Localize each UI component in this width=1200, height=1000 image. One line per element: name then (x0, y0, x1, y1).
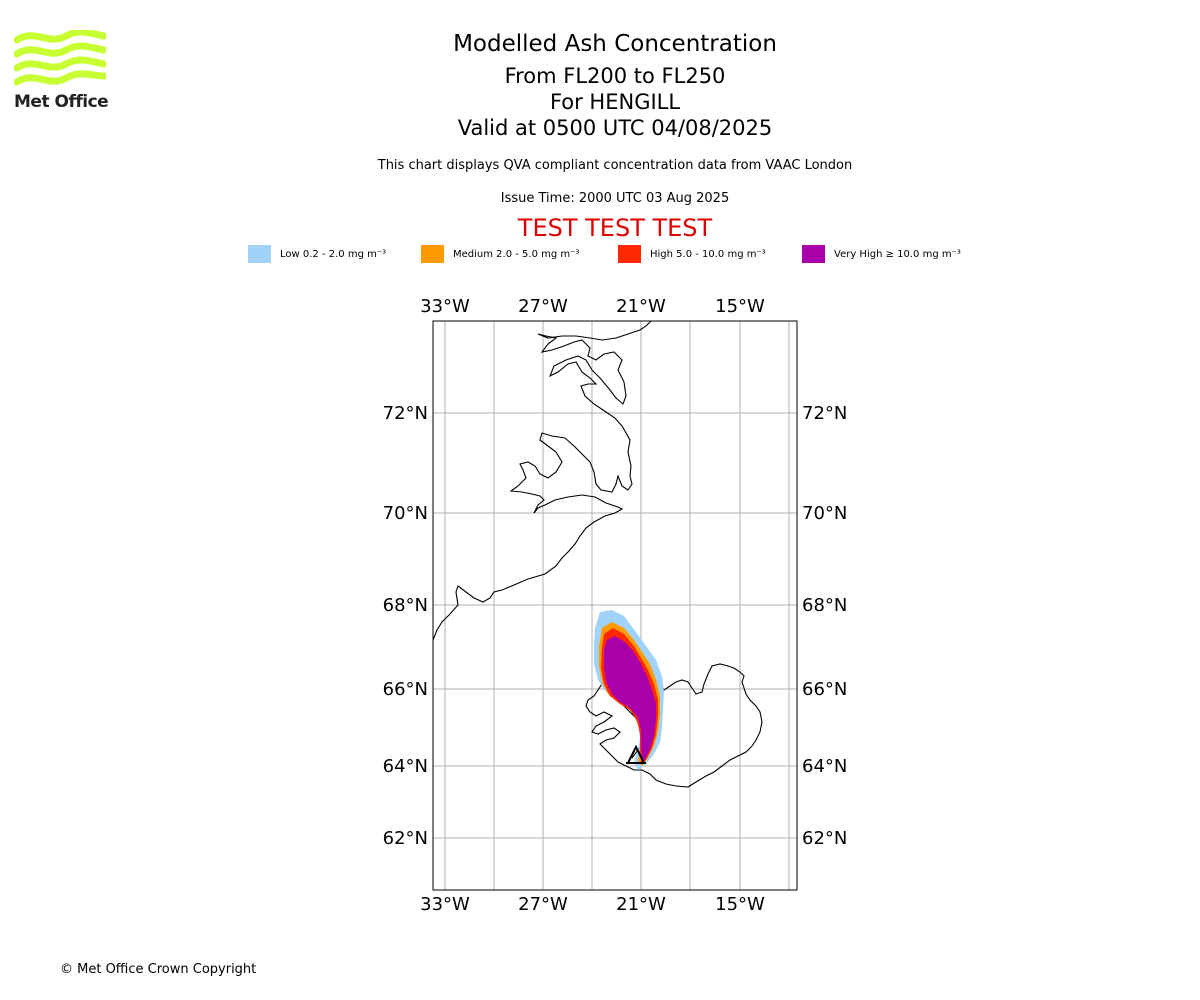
lon-label-top-27w: 27°W (518, 296, 568, 317)
lon-label-top-21w: 21°W (616, 296, 666, 317)
lat-label-right-62n: 62°N (802, 828, 847, 849)
legend-label-low: Low 0.2 - 2.0 mg m⁻³ (280, 248, 387, 260)
lat-label-left-66n: 66°N (383, 679, 428, 700)
legend-swatch-very-high (802, 245, 825, 263)
met-office-waves-icon (13, 28, 108, 86)
met-office-logo: Met Office (13, 28, 114, 112)
flight-levels: From FL200 to FL250 (504, 64, 726, 88)
lat-label-right-64n: 64°N (802, 756, 847, 777)
lat-label-left-62n: 62°N (383, 828, 428, 849)
legend-item-high: High 5.0 - 10.0 mg m⁻³ (618, 244, 766, 264)
legend-label-medium: Medium 2.0 - 5.0 mg m⁻³ (453, 248, 580, 260)
valid-time: Valid at 0500 UTC 04/08/2025 (457, 116, 773, 140)
legend-item-very-high: Very High ≥ 10.0 mg m⁻³ (802, 244, 961, 264)
greenland-coastline (432, 320, 652, 641)
volcano-triangle-icon (626, 744, 646, 764)
ash-plume (594, 610, 664, 770)
copyright-text: © Met Office Crown Copyright (60, 962, 257, 977)
test-banner: TEST TEST TEST (517, 214, 713, 242)
legend-swatch-medium (421, 245, 444, 263)
lon-label-bottom-15w: 15°W (715, 894, 765, 915)
lat-label-right-70n: 70°N (802, 503, 847, 524)
chart-title: Modelled Ash Concentration (453, 31, 777, 57)
lat-label-left-70n: 70°N (383, 503, 428, 524)
volcano-name: For HENGILL (549, 90, 681, 114)
issue-time: Issue Time: 2000 UTC 03 Aug 2025 (500, 191, 730, 206)
lat-label-left-72n: 72°N (383, 403, 428, 424)
legend-item-low: Low 0.2 - 2.0 mg m⁻³ (248, 244, 386, 264)
ash-zone-very-high (604, 636, 656, 760)
lat-label-right-68n: 68°N (802, 595, 847, 616)
map-gridlines (433, 321, 797, 890)
lon-label-bottom-33w: 33°W (420, 894, 470, 915)
lon-label-bottom-21w: 21°W (616, 894, 666, 915)
lon-label-bottom-27w: 27°W (518, 894, 568, 915)
lat-label-right-66n: 66°N (802, 679, 847, 700)
legend-label-high: High 5.0 - 10.0 mg m⁻³ (650, 248, 766, 260)
legend-label-very-high: Very High ≥ 10.0 mg m⁻³ (834, 248, 961, 260)
disclaimer-text: This chart displays QVA compliant concen… (377, 158, 853, 173)
logo-text: Met Office (14, 92, 109, 112)
lat-label-left-64n: 64°N (383, 756, 428, 777)
lat-label-left-68n: 68°N (383, 595, 428, 616)
legend-swatch-high (618, 245, 641, 263)
lon-label-top-15w: 15°W (715, 296, 765, 317)
legend-item-medium: Medium 2.0 - 5.0 mg m⁻³ (421, 244, 579, 264)
map-frame (432, 320, 798, 891)
lat-label-right-72n: 72°N (802, 403, 847, 424)
lon-label-top-33w: 33°W (420, 296, 470, 317)
legend-swatch-low (248, 245, 271, 263)
